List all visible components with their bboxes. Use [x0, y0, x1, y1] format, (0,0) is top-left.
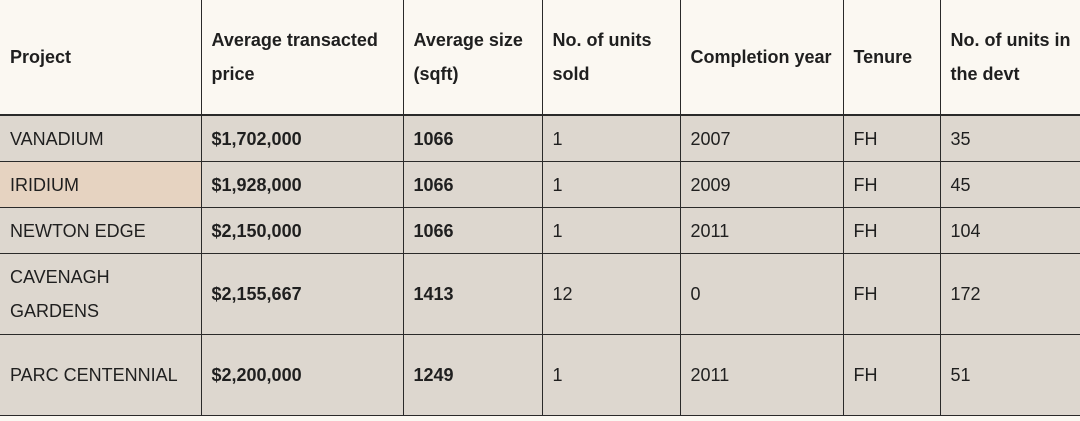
cell-units: 172	[940, 253, 1080, 335]
cell-year: 2007	[680, 115, 844, 162]
cell-project: CAVENAGH GARDENS	[0, 253, 202, 335]
cell-tenure: FH	[843, 207, 941, 254]
cell-price: $1,702,000	[201, 115, 404, 162]
cell-tenure: FH	[843, 253, 941, 335]
cell-units: 51	[940, 334, 1080, 416]
cell-sold: 1	[542, 207, 681, 254]
cell-price: $2,200,000	[201, 334, 404, 416]
cell-size: 1413	[403, 253, 543, 335]
cell-price: $1,928,000	[201, 161, 404, 208]
cell-year: 2009	[680, 161, 844, 208]
cell-year: 2011	[680, 334, 844, 416]
cell-sold: 1	[542, 334, 681, 416]
header-tenure: Tenure	[843, 0, 941, 116]
cell-size: 1066	[403, 207, 543, 254]
header-units-sold: No. of units sold	[542, 0, 681, 116]
header-completion-year: Completion year	[680, 0, 844, 116]
table-row: NEWTON EDGE $2,150,000 1066 1 2011 FH 10…	[0, 207, 1080, 254]
cell-units: 45	[940, 161, 1080, 208]
cell-tenure: FH	[843, 334, 941, 416]
cell-price: $2,155,667	[201, 253, 404, 335]
header-average-size: Average size (sqft)	[403, 0, 543, 116]
cell-project: NEWTON EDGE	[0, 207, 202, 254]
cell-project: VANADIUM	[0, 115, 202, 162]
cell-size: 1249	[403, 334, 543, 416]
table-row: IRIDIUM $1,928,000 1066 1 2009 FH 45	[0, 161, 1080, 208]
cell-price: $2,150,000	[201, 207, 404, 254]
cell-project: IRIDIUM	[0, 161, 202, 208]
table-row: PARC CENTENNIAL $2,200,000 1249 1 2011 F…	[0, 334, 1080, 416]
header-row: Project Average transacted price Average…	[0, 0, 1080, 116]
header-project: Project	[0, 0, 202, 116]
table-row: VANADIUM $1,702,000 1066 1 2007 FH 35	[0, 115, 1080, 162]
table-row: CAVENAGH GARDENS $2,155,667 1413 12 0 FH…	[0, 253, 1080, 335]
cell-project: PARC CENTENNIAL	[0, 334, 202, 416]
header-average-price: Average transacted price	[201, 0, 404, 116]
cell-units: 104	[940, 207, 1080, 254]
cell-sold: 12	[542, 253, 681, 335]
cell-size: 1066	[403, 161, 543, 208]
cell-units: 35	[940, 115, 1080, 162]
cell-year: 2011	[680, 207, 844, 254]
cell-sold: 1	[542, 161, 681, 208]
cell-size: 1066	[403, 115, 543, 162]
cell-year: 0	[680, 253, 844, 335]
cell-sold: 1	[542, 115, 681, 162]
cell-tenure: FH	[843, 115, 941, 162]
cell-tenure: FH	[843, 161, 941, 208]
header-units-in-devt: No. of units in the devt	[940, 0, 1080, 116]
